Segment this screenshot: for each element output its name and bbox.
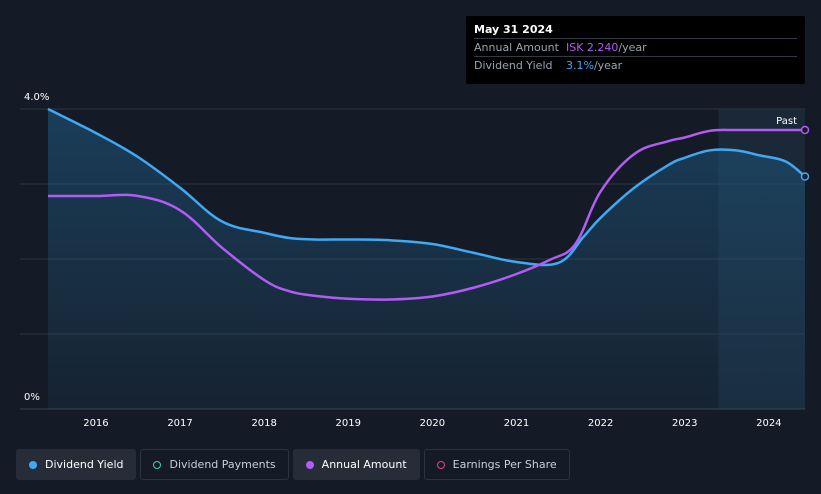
- legend-label: Annual Amount: [321, 458, 407, 471]
- tooltip-date: May 31 2024: [474, 23, 553, 36]
- dividend-yield-area: [48, 109, 805, 409]
- tooltip-yield-unit: /year: [593, 59, 623, 72]
- tooltip-amount-unit: /year: [618, 41, 647, 54]
- dividend-yield-endpoint[interactable]: [800, 172, 810, 181]
- x-tick-label: 2022: [588, 418, 613, 429]
- dividend-yield-line: [47, 107, 806, 267]
- x-tick-label: 2016: [83, 418, 108, 429]
- x-tick-label: 2019: [336, 418, 361, 429]
- legend-label: Dividend Yield: [45, 458, 124, 471]
- tooltip: May 31 2024 Annual Amount ISK 2.240/year…: [466, 16, 805, 84]
- x-tick-label: 2018: [251, 418, 276, 429]
- annual-amount-line: [48, 128, 805, 301]
- x-axis-ticks: 2016 2017 2018 2019 2020 2021 2022 2023 2024: [83, 418, 781, 429]
- y-tick-label-bottom: 0%: [24, 392, 40, 403]
- legend-item-dividend-yield[interactable]: Dividend Yield: [16, 449, 137, 480]
- x-tick-label: 2017: [167, 418, 192, 429]
- x-tick-label: 2024: [756, 418, 781, 429]
- legend: Dividend Yield Dividend Payments Annual …: [16, 449, 570, 480]
- past-label: Past: [776, 116, 797, 127]
- tooltip-row-yield: Dividend Yield 3.1%/year: [474, 56, 797, 74]
- legend-item-dividend-payments[interactable]: Dividend Payments: [140, 449, 289, 480]
- annual-amount-endpoint[interactable]: [800, 125, 810, 135]
- x-tick-label: 2020: [420, 418, 445, 429]
- legend-dot-icon: [305, 460, 314, 469]
- tooltip-amount-label: Annual Amount: [474, 41, 559, 54]
- legend-item-annual-amount[interactable]: Annual Amount: [292, 449, 420, 480]
- tooltip-row-amount: Annual Amount ISK 2.240/year: [474, 38, 797, 56]
- legend-label: Earnings Per Share: [452, 458, 557, 471]
- legend-dot-icon: [153, 460, 162, 469]
- legend-dot-icon: [436, 460, 445, 469]
- tooltip-amount-value: ISK 2.240: [566, 41, 619, 54]
- y-tick-label-top: 4.0%: [24, 92, 49, 103]
- legend-label: Dividend Payments: [169, 458, 276, 471]
- x-tick-label: 2023: [672, 418, 697, 429]
- tooltip-yield-label: Dividend Yield: [474, 59, 553, 72]
- legend-dot-icon: [29, 460, 37, 469]
- tooltip-yield-value: 3.1%: [566, 59, 594, 72]
- legend-item-earnings-per-share[interactable]: Earnings Per Share: [423, 449, 570, 480]
- x-tick-label: 2021: [504, 418, 529, 429]
